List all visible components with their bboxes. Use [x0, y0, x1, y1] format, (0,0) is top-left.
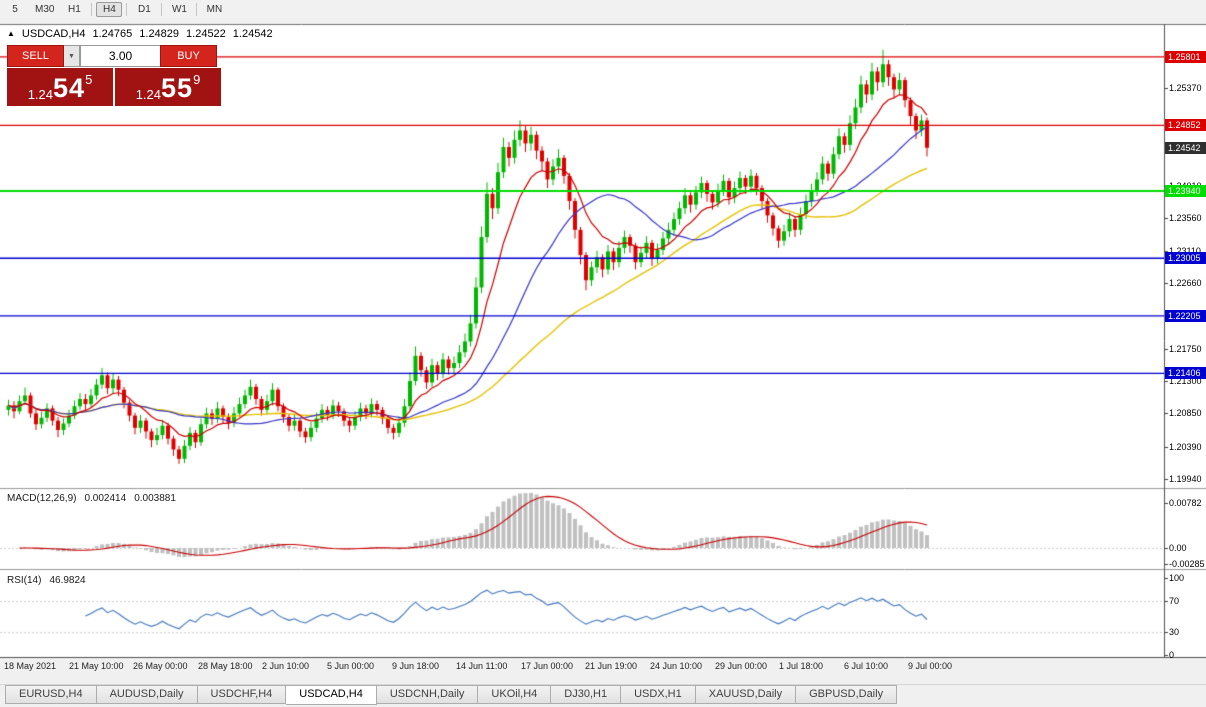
time-axis-label: 9 Jun 18:00	[392, 661, 440, 671]
price-tick-label: 1.21300	[1169, 376, 1202, 386]
chart-tab-usdcnh-daily[interactable]: USDCNH,Daily	[376, 685, 479, 704]
buy-price-pip: 9	[193, 72, 201, 87]
time-axis-label: 2 Jun 10:00	[262, 661, 310, 671]
timeframe-button-5[interactable]: 5	[12, 4, 18, 15]
price-tick-label: 1.23560	[1169, 213, 1202, 223]
volume-dropdown-button[interactable]: ▼	[64, 45, 80, 67]
sell-price-prefix: 1.24	[27, 87, 54, 102]
symbol-header: ▲ USDCAD,H4 1.24765 1.24829 1.24522 1.24…	[7, 28, 273, 40]
chart-tab-usdcad-h4[interactable]: USDCAD,H4	[286, 685, 377, 705]
rsi-indicator-label: RSI(14) 46.9824	[7, 575, 86, 586]
rsi-value: 46.9824	[49, 575, 86, 586]
time-axis-label: 29 Jun 00:00	[715, 661, 768, 671]
ohlc-low: 1.24522	[186, 28, 226, 40]
time-axis-label: 26 May 00:00	[133, 661, 188, 671]
hline-price-tag[interactable]: 1.24852	[1165, 119, 1206, 131]
rsi-axis-label: 0	[1169, 650, 1175, 660]
sell-price-big: 54	[53, 73, 86, 103]
buy-price-prefix: 1.24	[135, 87, 162, 102]
last-price-tag: 1.24542	[1165, 142, 1206, 154]
macd-name: MACD(12,26,9)	[7, 493, 77, 504]
timeframe-button-h1[interactable]: H1	[68, 4, 81, 15]
timeframe-toolbar: 5 M30 H1 H4 D1 W1 MN	[0, 0, 1206, 19]
hline-price-tag[interactable]: 1.25801	[1165, 51, 1206, 63]
time-axis-label: 21 May 10:00	[69, 661, 124, 671]
chart-tab-ukoil-h4[interactable]: UKOil,H4	[478, 685, 552, 704]
rsi-name: RSI(14)	[7, 575, 42, 586]
time-axis-label: 5 Jun 00:00	[327, 661, 375, 671]
time-axis-label: 9 Jul 00:00	[908, 661, 953, 671]
hline-price-tag[interactable]: 1.23005	[1165, 252, 1206, 264]
ohlc-high: 1.24829	[139, 28, 180, 40]
hline-price-tag[interactable]: 1.22205	[1165, 310, 1206, 322]
sell-price-button[interactable]: 1.24 54 5	[7, 68, 113, 106]
macd-axis-label: -0.00285	[1169, 559, 1205, 569]
toolbar-separator	[91, 3, 93, 16]
hline-price-tag[interactable]: 1.23940	[1165, 185, 1206, 197]
symbol-direction-icon: ▲	[7, 28, 15, 38]
price-tick-label: 1.19940	[1169, 474, 1202, 484]
price-tick-label: 1.25370	[1169, 83, 1202, 93]
time-axis-label: 18 May 2021	[4, 661, 57, 671]
symbol-name: USDCAD,H4	[21, 28, 86, 40]
macd-signal-value: 0.003881	[134, 493, 176, 504]
toolbar-separator	[196, 3, 198, 16]
timeframe-button-h4[interactable]: H4	[96, 2, 123, 17]
rsi-axis-label: 30	[1169, 627, 1180, 637]
macd-indicator-label: MACD(12,26,9) 0.002414 0.003881	[7, 493, 176, 504]
macd-axis-label: 0.00782	[1169, 498, 1202, 508]
chart-tab-eurusd-h4[interactable]: EURUSD,H4	[5, 685, 97, 704]
toolbar-separator	[126, 3, 128, 16]
chart-tab-dj30-h1[interactable]: DJ30,H1	[551, 685, 622, 704]
price-tick-label: 1.21750	[1169, 344, 1202, 354]
chart-tab-xauusd-daily[interactable]: XAUUSD,Daily	[695, 685, 797, 704]
hline-price-tag[interactable]: 1.21406	[1165, 367, 1206, 379]
sell-price-pip: 5	[85, 72, 93, 87]
time-axis-label: 6 Jul 10:00	[844, 661, 889, 671]
timeframe-button-d1[interactable]: D1	[138, 4, 151, 15]
ohlc-open: 1.24765	[92, 28, 133, 40]
time-axis-label: 14 Jun 11:00	[456, 661, 508, 671]
price-tick-label: 1.20390	[1169, 442, 1202, 452]
toolbar-separator	[161, 3, 163, 16]
price-tick-label: 1.22660	[1169, 278, 1202, 288]
chevron-down-icon: ▼	[68, 52, 75, 60]
time-axis-label: 17 Jun 00:00	[521, 661, 574, 671]
time-axis-label: 1 Jul 18:00	[779, 661, 824, 671]
timeframe-button-mn[interactable]: MN	[206, 4, 223, 15]
rsi-axis-label: 100	[1169, 573, 1185, 583]
ohlc-close: 1.24542	[232, 28, 273, 40]
chart-tab-gbpusd-daily[interactable]: GBPUSD,Daily	[796, 685, 898, 704]
price-tick-label: 1.23110	[1169, 246, 1201, 256]
rsi-axis-label: 70	[1169, 596, 1180, 606]
buy-price-big: 55	[161, 73, 194, 103]
timeframe-button-m30[interactable]: M30	[35, 4, 55, 15]
time-axis-label: 24 Jun 10:00	[650, 661, 703, 671]
time-axis-label: 21 Jun 19:00	[585, 661, 638, 671]
time-axis-label: 28 May 18:00	[198, 661, 253, 671]
macd-main-value: 0.002414	[84, 493, 127, 504]
one-click-trading-panel: SELL ▼ BUY 1.24 54 5 1.24 55 9	[7, 45, 223, 106]
chart-tab-usdx-h1[interactable]: USDX,H1	[621, 685, 696, 704]
macd-axis-label: 0.00	[1169, 543, 1187, 553]
timeframe-button-w1[interactable]: W1	[171, 4, 187, 15]
price-tick-label: 1.20850	[1169, 408, 1202, 418]
volume-input[interactable]	[80, 45, 160, 67]
chart-tab-audusd-daily[interactable]: AUDUSD,Daily	[96, 685, 198, 704]
chart-tab-usdchf-h4[interactable]: USDCHF,H4	[197, 685, 287, 704]
chart-tab-bar: EURUSD,H4 AUDUSD,Daily USDCHF,H4 USDCAD,H4 U…	[0, 684, 1206, 707]
buy-button[interactable]: BUY	[160, 45, 217, 67]
buy-price-button[interactable]: 1.24 55 9	[115, 68, 221, 106]
sell-button[interactable]: SELL	[7, 45, 64, 67]
